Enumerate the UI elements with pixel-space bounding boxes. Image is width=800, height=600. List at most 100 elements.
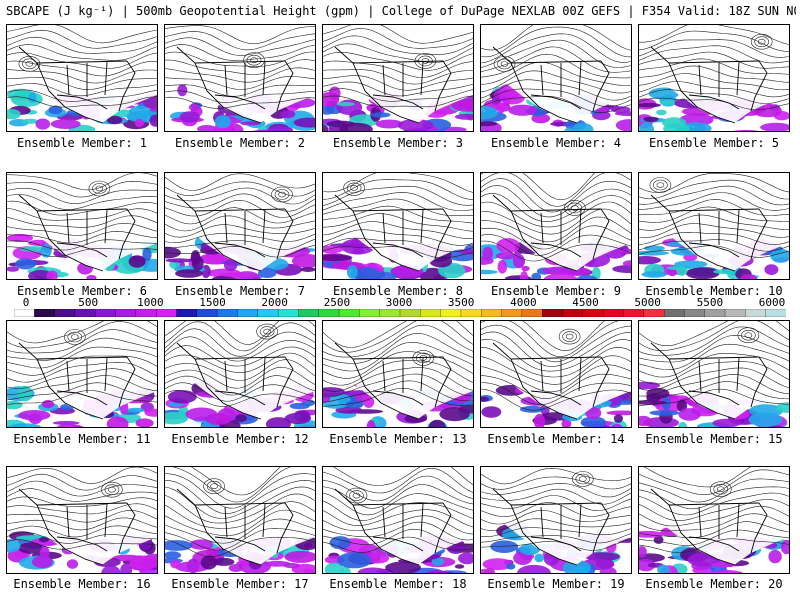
colorbar-swatch: [156, 309, 178, 317]
ensemble-member-label: Ensemble Member: 15: [645, 432, 783, 446]
boundaries: [334, 342, 452, 420]
height-contours: [165, 25, 315, 109]
boundaries: [176, 46, 294, 124]
height-contours: [323, 321, 473, 407]
height-contours: [639, 25, 789, 111]
colorbar-swatch: [582, 309, 604, 317]
colorbar-swatch: [399, 309, 421, 317]
colorbar-swatch: [135, 309, 157, 317]
cape-shading: [481, 183, 631, 279]
boundaries: [176, 194, 294, 272]
cape-shading: [7, 477, 157, 573]
height-contours: [639, 467, 789, 554]
height-contours: [7, 173, 157, 257]
colorbar-swatch: [74, 309, 96, 317]
colorbar-swatch: [542, 309, 564, 317]
ensemble-map: [639, 173, 789, 279]
boundaries: [492, 194, 610, 272]
colorbar-swatch: [379, 309, 401, 317]
colorbar-tick: 3000: [385, 296, 413, 309]
ensemble-map: [7, 467, 157, 573]
colorbar-swatch: [14, 309, 35, 317]
colorbar-swatch: [623, 309, 645, 317]
height-contours: [639, 173, 789, 258]
colorbar-tick: 500: [78, 296, 99, 309]
colorbar-swatch: [643, 309, 665, 317]
colorbar-tick: 5000: [634, 296, 661, 309]
cape-shading: [165, 331, 315, 427]
ensemble-member-label: Ensemble Member: 19: [487, 577, 625, 591]
colorbar-swatch: [95, 309, 117, 317]
colorbar-swatch: [704, 309, 726, 317]
colorbar-swatch: [277, 309, 300, 317]
ensemble-panel: [322, 24, 474, 132]
cape-shading: [165, 477, 315, 573]
boundaries: [334, 46, 452, 124]
ensemble-panel: [638, 24, 790, 132]
colorbar-tick: 1500: [199, 296, 226, 309]
ensemble-member-label: Ensemble Member: 11: [13, 432, 151, 446]
ensemble-member-label: Ensemble Member: 10: [645, 284, 783, 298]
ensemble-map: [323, 321, 473, 427]
colorbar-swatch: [663, 309, 686, 317]
colorbar-swatch: [298, 309, 320, 317]
ensemble-map: [481, 173, 631, 279]
colorbar-swatch: [196, 309, 218, 317]
height-contours: [481, 173, 631, 262]
ensemble-map: [7, 321, 157, 427]
ensemble-member-label: Ensemble Member: 4: [490, 136, 622, 150]
colorbar-swatch: [481, 309, 503, 317]
height-contours: [481, 321, 631, 411]
ensemble-member-label: Ensemble Member: 13: [329, 432, 467, 446]
colorbar-swatch: [34, 309, 56, 317]
sbcape-colorbar: [14, 309, 786, 317]
ensemble-member-label: Ensemble Member: 6: [16, 284, 148, 298]
cape-shading: [481, 477, 631, 573]
height-contours: [481, 25, 631, 113]
ensemble-panel: [638, 466, 790, 574]
ensemble-panel: [480, 24, 632, 132]
cape-shading: [639, 35, 789, 131]
colorbar-swatch: [54, 309, 76, 317]
boundaries: [650, 194, 768, 272]
colorbar-tick: 0: [22, 296, 30, 309]
colorbar-swatch: [440, 309, 462, 317]
colorbar-swatch: [460, 309, 482, 317]
ensemble-member-label: Ensemble Member: 2: [174, 136, 306, 150]
colorbar-swatch: [237, 309, 259, 317]
cape-shading: [323, 35, 473, 131]
ensemble-member-label: Ensemble Member: 8: [332, 284, 464, 298]
ensemble-map: [323, 25, 473, 131]
colorbar-tick: 2500: [323, 296, 351, 309]
ensemble-map: [7, 173, 157, 279]
ensemble-member-label: Ensemble Member: 1: [16, 136, 148, 150]
height-contours: [165, 173, 315, 258]
ensemble-map: [639, 25, 789, 131]
boundaries: [18, 194, 136, 272]
colorbar-swatch: [684, 309, 706, 317]
ensemble-panel: [322, 172, 474, 280]
height-contours: [639, 321, 789, 407]
ensemble-panel: [480, 466, 632, 574]
ensemble-map: [481, 467, 631, 573]
boundaries: [334, 488, 452, 566]
ensemble-panel: [6, 320, 158, 428]
colorbar-swatch: [501, 309, 523, 317]
colorbar-swatch: [359, 309, 381, 317]
ensemble-panel: [164, 24, 316, 132]
colorbar-tick: 4000: [510, 296, 537, 309]
ensemble-panel: [164, 466, 316, 574]
ensemble-map: [481, 321, 631, 427]
ensemble-member-label: Ensemble Member: 17: [171, 577, 309, 591]
colorbar-swatch: [176, 309, 198, 317]
ensemble-map: [7, 25, 157, 131]
ensemble-member-label: Ensemble Member: 5: [648, 136, 780, 150]
colorbar-swatch: [521, 309, 543, 317]
boundaries: [18, 488, 136, 566]
ensemble-panel: [164, 320, 316, 428]
boundaries: [650, 488, 768, 566]
cape-shading: [7, 331, 157, 427]
cape-shading: [639, 331, 789, 427]
boundaries: [18, 46, 136, 124]
colorbar-tick: 2000: [261, 296, 288, 309]
